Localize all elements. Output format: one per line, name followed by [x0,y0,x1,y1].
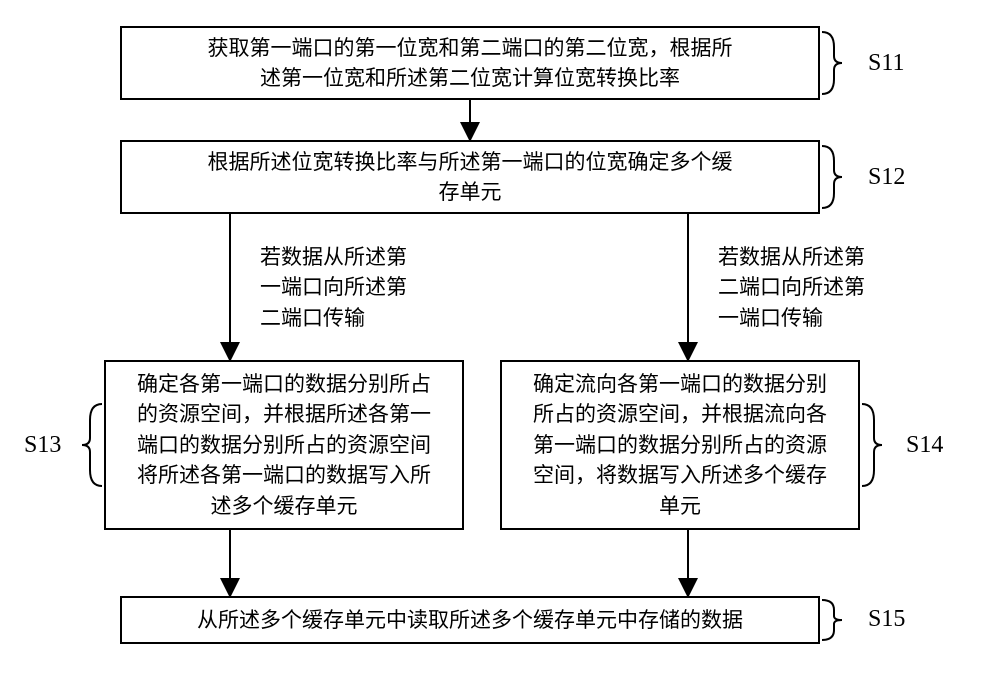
edge-label-e3: 若数据从所述第二端口向所述第一端口传输 [718,242,865,333]
step-text: 确定各第一端口的数据分别所占的资源空间，并根据所述各第一端口的数据分别所占的资源… [137,369,431,521]
brace-s13 [82,404,102,486]
brace-s12 [822,146,842,208]
step-label-s12: S12 [868,164,905,191]
step-text: 确定流向各第一端口的数据分别所占的资源空间，并根据流向各第一端口的数据分别所占的… [533,369,827,521]
step-label-s15: S15 [868,606,905,633]
step-label-s11: S11 [868,50,904,77]
flow-step-s11: 获取第一端口的第一位宽和第二端口的第二位宽，根据所述第一位宽和所述第二位宽计算位… [120,26,820,100]
brace-s11 [822,32,842,94]
step-text: 获取第一端口的第一位宽和第二端口的第二位宽，根据所述第一位宽和所述第二位宽计算位… [208,33,733,94]
flow-step-s13: 确定各第一端口的数据分别所占的资源空间，并根据所述各第一端口的数据分别所占的资源… [104,360,464,530]
step-text: 根据所述位宽转换比率与所述第一端口的位宽确定多个缓存单元 [208,147,733,208]
flow-step-s15: 从所述多个缓存单元中读取所述多个缓存单元中存储的数据 [120,596,820,644]
flow-arrows [0,0,1000,677]
step-text: 从所述多个缓存单元中读取所述多个缓存单元中存储的数据 [197,605,743,635]
flow-step-s12: 根据所述位宽转换比率与所述第一端口的位宽确定多个缓存单元 [120,140,820,214]
step-label-s14: S14 [906,432,943,459]
step-label-s13: S13 [24,432,61,459]
flow-step-s14: 确定流向各第一端口的数据分别所占的资源空间，并根据流向各第一端口的数据分别所占的… [500,360,860,530]
brace-s14 [862,404,882,486]
edge-label-e2: 若数据从所述第一端口向所述第二端口传输 [260,242,407,333]
brace-s15 [822,600,842,640]
